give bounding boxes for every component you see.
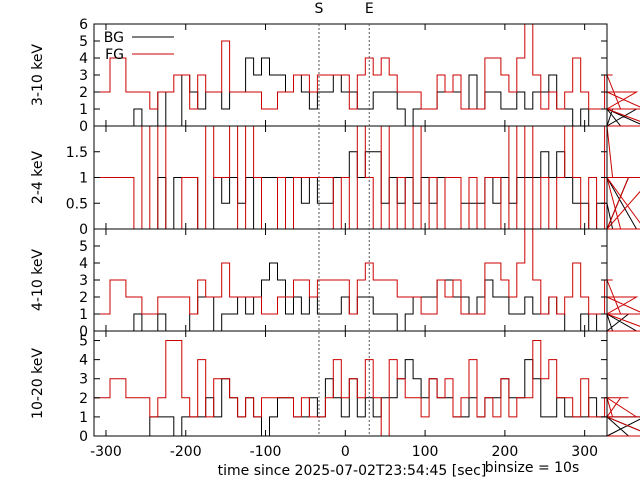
y-tick-label: 3: [79, 273, 88, 289]
series-bg-panel-1: [94, 57, 640, 127]
x-tick-label: 300: [571, 444, 598, 460]
series-fg-panel-1: [94, 23, 640, 127]
y-tick-label: 4: [79, 51, 88, 67]
y-tick-label: 0: [79, 119, 88, 135]
binsize-label: binsize = 10s: [485, 460, 580, 476]
y-tick-label: 4: [79, 256, 88, 272]
y-tick-label: 3: [79, 68, 88, 84]
y-tick-label: 1: [79, 307, 88, 323]
y-tick-label: 1: [79, 102, 88, 118]
y-axis-label: 4-10 keV: [30, 249, 46, 311]
panel-frame: [93, 330, 608, 437]
y-tick-label: 5: [79, 239, 88, 255]
y-tick-label: 5: [79, 34, 88, 50]
y-tick-label: 5: [79, 334, 88, 350]
x-tick-label: 0: [341, 444, 350, 460]
y-tick-label: 2: [79, 391, 88, 407]
x-tick-label: 100: [412, 444, 439, 460]
panel-frame: [93, 23, 608, 127]
panel-frame: [93, 228, 608, 332]
panel-4: 0 1 2 3 4 5 10-20 keV: [30, 330, 640, 445]
x-axis: -300 -200 -100 0 100 200 300: [90, 444, 598, 460]
y-axis-label: 10-20 keV: [30, 348, 46, 419]
series-fg-panel-2: [94, 125, 640, 230]
y-tick-label: 0: [79, 222, 88, 238]
y-tick-label: 2: [79, 290, 88, 306]
y-tick-label: 1: [79, 410, 88, 426]
x-tick-label: -300: [90, 444, 122, 460]
series-fg-panel-4: [94, 340, 640, 437]
legend-label-fg: FG: [105, 47, 124, 63]
x-tick-label: -100: [250, 444, 282, 460]
x-tick-label: -200: [170, 444, 202, 460]
panel-2: 0 0.5 1 1.5 2-4 keV: [30, 125, 640, 238]
y-axis-label: 2-4 keV: [30, 151, 46, 205]
marker-label-s: S: [315, 1, 324, 17]
y-tick-label: 0: [79, 429, 88, 445]
legend-label-bg: BG: [104, 30, 124, 46]
y-tick-label: 0.5: [66, 196, 88, 212]
x-tick-label: 200: [492, 444, 519, 460]
y-tick-label: 1.5: [66, 145, 88, 161]
series-fg-panel-3: [94, 228, 640, 332]
y-tick-label: 1: [79, 171, 88, 187]
series-bg-panel-2: [94, 151, 640, 230]
y-tick-label: 4: [79, 353, 88, 369]
marker-label-e: E: [365, 1, 374, 17]
y-axis-label: 3-10 keV: [30, 44, 46, 106]
y-tick-label: 3: [79, 372, 88, 388]
y-tick-label: 0: [79, 324, 88, 340]
x-axis-label: time since 2025-07-02T23:54:45 [sec]: [218, 463, 487, 479]
y-tick-label: 6: [79, 17, 88, 33]
y-tick-label: 2: [79, 85, 88, 101]
